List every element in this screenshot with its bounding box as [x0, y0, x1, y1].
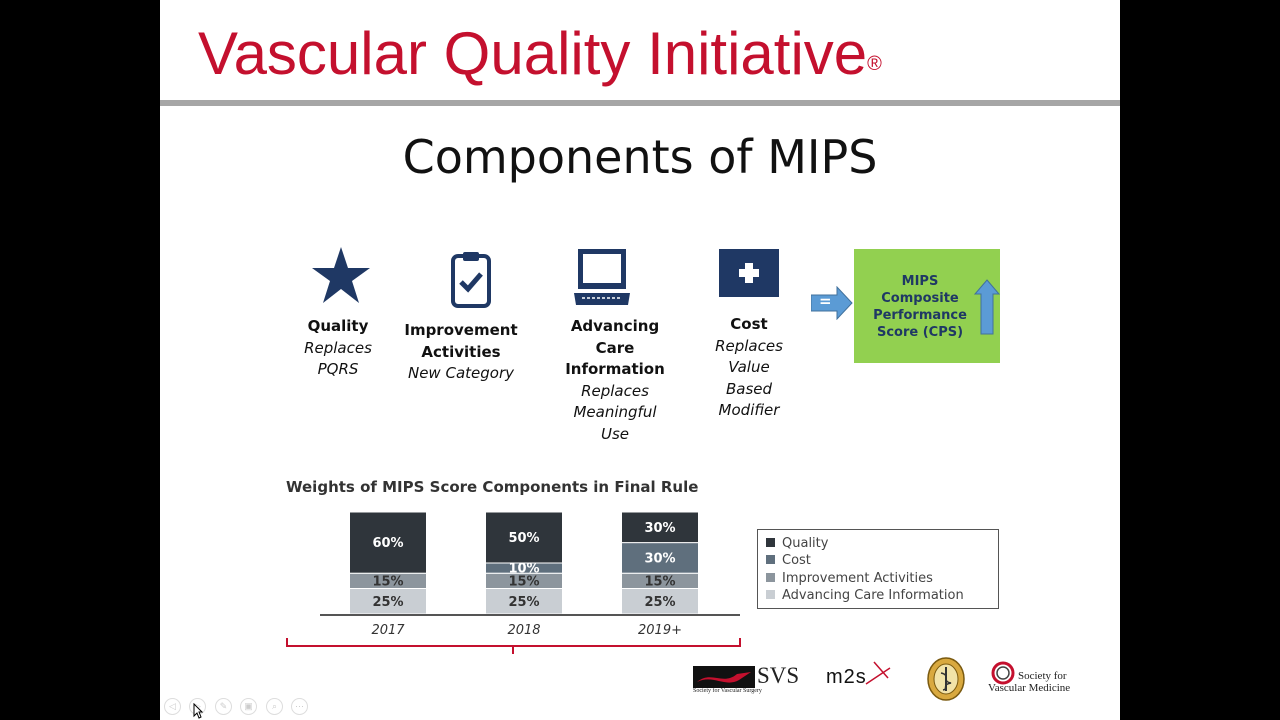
component-desc: PQRS: [317, 360, 359, 378]
component-desc: Based: [725, 379, 773, 398]
cps-line: Score (CPS): [876, 325, 964, 340]
clipboard-check-icon: [451, 252, 491, 308]
component-desc: Replaces: [304, 338, 372, 357]
component-name: Advancing: [570, 317, 660, 335]
svs-wave-icon: [693, 666, 755, 688]
header-divider: [160, 100, 1120, 106]
legend-item: Improvement Activities: [766, 571, 933, 586]
legend-item: Quality: [766, 536, 828, 551]
bar-segment: [349, 511, 427, 574]
bar-value-label: 25%: [372, 595, 403, 610]
component-desc: Meaningful: [573, 403, 657, 421]
legend-swatch: [766, 590, 775, 599]
component-name: Quality: [307, 317, 369, 335]
component-name: Cost: [730, 315, 768, 333]
bar-value-label: 15%: [644, 574, 675, 589]
bar-value-label: 60%: [372, 536, 403, 551]
component-quality: Quality Replaces PQRS: [278, 316, 398, 381]
cps-box: MIPS Composite Performance Score (CPS): [854, 249, 1000, 363]
slide-header: Vascular Quality Initiative®: [160, 0, 1120, 100]
svs-logo-text: SVS: [757, 663, 800, 688]
bar-value-label: 15%: [508, 574, 539, 589]
bar-value-label: 10%: [508, 562, 539, 577]
slide-title: Components of MIPS: [402, 130, 878, 184]
component-name: Information: [565, 360, 665, 378]
svs-logo: SVS Society for Vascular Surgery: [693, 663, 801, 696]
bar-value-label: 30%: [644, 521, 675, 536]
component-name: Activities: [421, 342, 501, 361]
m2s-logo-text: m2s: [826, 666, 867, 688]
legend-swatch: [766, 555, 775, 564]
zoom-icon[interactable]: ⌕: [266, 698, 283, 715]
component-desc: Replaces: [715, 336, 783, 355]
cps-line: MIPS: [901, 274, 939, 289]
cps-line: Performance: [873, 308, 967, 323]
registered-mark: ®: [867, 53, 882, 75]
legend-item: Cost: [766, 553, 811, 568]
cps-text: MIPS Composite Performance Score (CPS): [864, 273, 976, 341]
svs-logo-subtitle: Society for Vascular Surgery: [693, 688, 762, 694]
stacked-bar-chart: 25%15%60%201725%15%10%50%201825%15%30%30…: [286, 511, 741, 654]
laptop-icon: [574, 249, 630, 305]
bar-segment: [485, 511, 563, 564]
component-cost: Cost Replaces Value Based Modifier: [689, 314, 809, 422]
bar-value-label: 30%: [644, 551, 675, 566]
equals-label: =: [819, 292, 832, 310]
star-icon: [312, 247, 370, 303]
x-tick-label: 2019+: [638, 623, 682, 638]
component-name: Care: [595, 338, 635, 357]
pen-icon[interactable]: ✎: [215, 698, 232, 715]
svm-circle-icon: [991, 661, 1015, 685]
component-desc: Use: [600, 424, 630, 443]
bar-segment: [349, 588, 427, 615]
chart-title: Weights of MIPS Score Components in Fina…: [286, 478, 699, 496]
bar-value-label: 25%: [644, 595, 675, 610]
up-arrow-icon: [974, 279, 1000, 335]
brand-title: Vascular Quality Initiative®: [198, 20, 882, 87]
m2s-logo: m2s: [826, 660, 906, 692]
bar-value-label: 50%: [508, 531, 539, 546]
mouse-cursor-icon: [193, 703, 203, 719]
bar-segment: [621, 511, 699, 544]
component-desc: New Category: [407, 364, 514, 382]
medical-cross-icon: [719, 249, 779, 297]
x-tick-label: 2017: [371, 623, 405, 638]
previous-icon[interactable]: ◁: [164, 698, 181, 715]
component-desc: Value: [728, 358, 770, 376]
svm-logo: Society for Vascular Medicine: [988, 660, 1074, 696]
chart-legend: Quality Cost Improvement Activities Adva…: [757, 529, 999, 609]
svm-logo-line: Vascular Medicine: [988, 682, 1071, 694]
component-desc: Modifier: [718, 401, 780, 419]
component-desc: Replaces: [581, 381, 649, 400]
legend-item: Advancing Care Information: [766, 588, 964, 603]
bracket-line: [286, 638, 741, 654]
component-improvement-activities: Improvement Activities New Category: [391, 320, 531, 385]
component-advancing-care-information: Advancing Care Information Replaces Mean…: [545, 316, 685, 445]
legend-swatch: [766, 573, 775, 582]
m2s-swoosh-icon: [865, 661, 891, 685]
cps-line: Composite: [881, 291, 959, 306]
slides-icon[interactable]: ▣: [240, 698, 257, 715]
svm-logo-line: Society for: [1018, 670, 1067, 682]
bar-value-label: 25%: [508, 595, 539, 610]
slide: Vascular Quality Initiative® Components …: [160, 0, 1120, 720]
seal-logo: [927, 657, 965, 701]
bar-value-label: 15%: [372, 574, 403, 589]
bar-segment: [485, 588, 563, 615]
legend-swatch: [766, 538, 775, 547]
component-name: Improvement: [404, 321, 518, 339]
equals-arrow-icon: [811, 286, 853, 320]
more-icon[interactable]: ⋯: [291, 698, 308, 715]
x-tick-label: 2018: [507, 623, 540, 638]
